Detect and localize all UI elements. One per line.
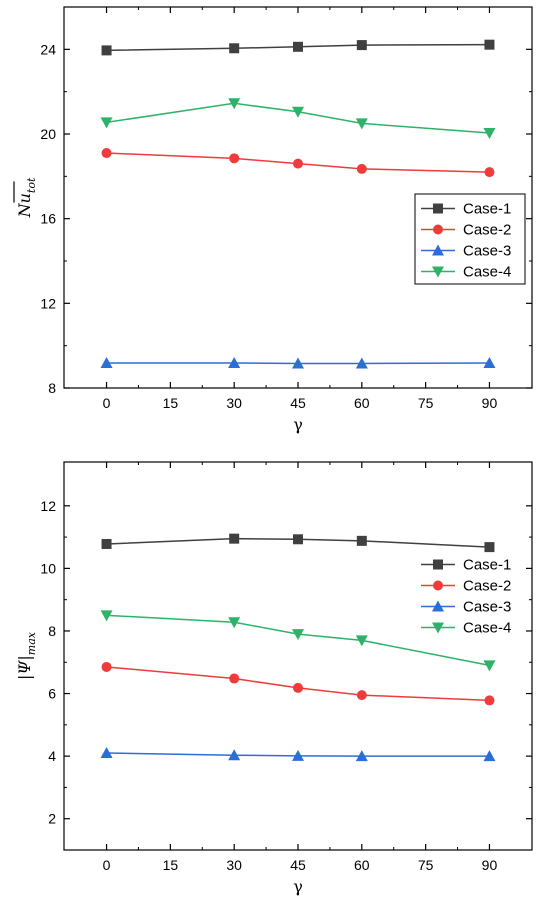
data-point-case-3 — [483, 750, 496, 762]
data-point-case-1 — [484, 39, 495, 50]
legend-label: Case-3 — [463, 599, 511, 616]
data-point-case-2 — [101, 148, 112, 159]
x-tick-label: 30 — [226, 857, 242, 873]
y-tick-label: 16 — [40, 211, 56, 227]
data-point-case-1 — [229, 533, 240, 544]
data-point-case-3 — [483, 357, 496, 369]
y-tick-label: 20 — [40, 126, 56, 142]
data-point-case-3 — [228, 357, 241, 369]
x-tick-label: 45 — [290, 857, 306, 873]
x-tick-label: 30 — [226, 395, 242, 411]
x-tick-label: 90 — [482, 395, 498, 411]
legend-marker — [433, 203, 443, 214]
data-point-case-4 — [100, 610, 113, 622]
y-tick-label: 8 — [48, 623, 56, 639]
y-tick-label: 4 — [48, 748, 56, 764]
x-tick-label: 75 — [418, 395, 434, 411]
x-tick-label: 15 — [163, 395, 179, 411]
data-point-case-1 — [356, 535, 367, 546]
y-axis-label: Nutot — [15, 177, 38, 218]
x-tick-label: 15 — [163, 857, 179, 873]
data-point-case-1 — [484, 542, 495, 553]
data-point-case-4 — [228, 98, 241, 110]
data-point-case-1 — [229, 43, 240, 54]
y-tick-label: 12 — [40, 295, 56, 311]
legend-label: Case-2 — [463, 222, 511, 239]
data-point-case-4 — [100, 117, 113, 129]
legend-marker — [432, 266, 444, 278]
legend-label: Case-1 — [463, 201, 511, 218]
legend-marker — [432, 622, 444, 634]
data-point-case-2 — [229, 673, 240, 684]
y-tick-label: 8 — [48, 380, 56, 396]
data-point-case-2 — [293, 682, 303, 693]
data-point-case-4 — [355, 118, 368, 130]
legend-label: Case-1 — [463, 557, 511, 574]
top-chart-nu-tot: 0 15 30 45 60 75 90 8 12 16 20 24 γ Nutot Case-1 Case-2… — [13, 6, 533, 434]
data-point-case-3 — [355, 750, 368, 762]
data-point-case-4 — [228, 617, 241, 629]
series-line-case-4 — [106, 614, 490, 667]
x-tick-label: 60 — [354, 857, 370, 873]
data-point-case-1 — [101, 45, 112, 56]
data-point-case-3 — [355, 357, 368, 369]
legend-marker — [432, 600, 444, 612]
x-axis-label: γ — [293, 877, 303, 896]
data-point-case-2 — [293, 158, 303, 169]
data-point-case-3 — [100, 357, 113, 369]
data-point-case-1 — [356, 40, 367, 51]
legend-label: Case-4 — [463, 620, 511, 637]
legend: Case-1 Case-2 Case-3 Case-4 — [414, 193, 526, 285]
y-tick-label: 10 — [40, 560, 56, 576]
legend: Case-1 Case-2 Case-3 Case-4 — [421, 557, 511, 637]
x-tick-label: 60 — [354, 395, 370, 411]
y-tick-label: 12 — [40, 498, 56, 514]
legend-marker — [433, 224, 443, 235]
legend-label: Case-4 — [463, 264, 511, 281]
data-point-case-4 — [483, 660, 496, 672]
y-tick-label: 6 — [48, 686, 56, 702]
x-tick-label: 75 — [418, 857, 434, 873]
legend-label: Case-2 — [463, 578, 511, 595]
data-point-case-4 — [292, 106, 304, 118]
y-tick-label: 24 — [40, 41, 56, 57]
x-tick-label: 90 — [482, 857, 498, 873]
data-point-case-2 — [484, 167, 495, 178]
y-axis-label: |Ψ|max — [15, 631, 38, 680]
data-point-case-4 — [355, 635, 368, 647]
data-point-case-2 — [356, 163, 367, 174]
bottom-chart-psi-max: 0 15 30 45 60 75 90 2 4 6 8 10 12 γ |Ψ|max Case-1 Case-2… — [15, 461, 533, 896]
data-point-case-2 — [484, 695, 495, 706]
data-point-case-2 — [229, 153, 240, 164]
data-point-case-3 — [292, 357, 304, 369]
x-axis-label: γ — [293, 415, 303, 434]
legend-marker — [433, 580, 443, 591]
data-point-case-1 — [293, 534, 303, 545]
legend-marker — [432, 244, 444, 256]
legend-marker — [433, 559, 443, 570]
x-tick-label: 0 — [103, 395, 111, 411]
data-point-case-1 — [101, 538, 112, 549]
data-point-case-2 — [101, 661, 112, 672]
plot-frame — [63, 461, 533, 851]
y-tick-label: 2 — [48, 811, 56, 827]
data-point-case-4 — [483, 127, 496, 139]
data-point-case-4 — [292, 629, 304, 641]
x-tick-label: 45 — [290, 395, 306, 411]
x-tick-label: 0 — [103, 857, 111, 873]
data-point-case-3 — [292, 749, 304, 761]
data-point-case-2 — [356, 690, 367, 701]
legend-label: Case-3 — [463, 243, 511, 260]
data-point-case-3 — [100, 747, 113, 758]
data-point-case-1 — [293, 41, 303, 52]
data-point-case-3 — [228, 749, 241, 761]
